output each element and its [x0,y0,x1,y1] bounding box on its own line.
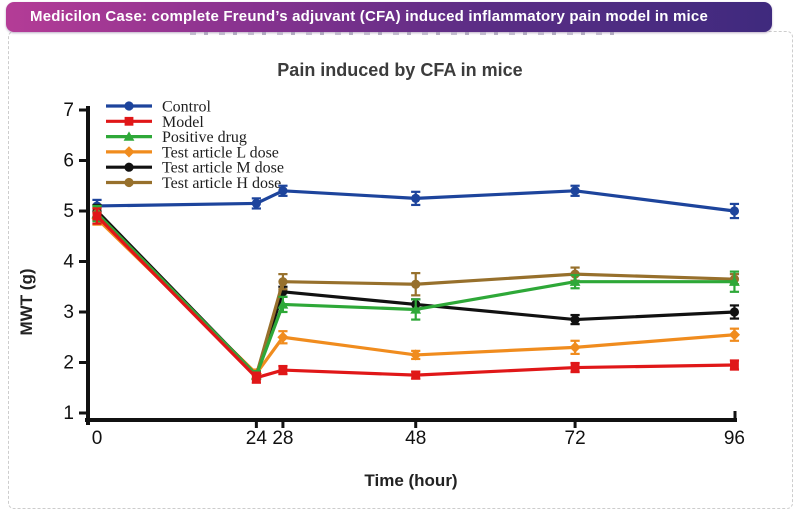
marker-control [729,206,740,216]
x-tick-label: 0 [92,428,103,449]
legend-marker-control [124,101,134,111]
series-line-positive-drug [95,211,737,377]
marker-positive-drug [410,304,422,314]
legend-label-control: Control [162,99,211,116]
marker-test-article-l-dose [569,341,581,353]
series-line-model [95,214,737,380]
x-tick-label: 28 [272,428,293,449]
marker-model [570,363,580,372]
series-line-control [95,189,737,213]
marker-model [92,211,102,221]
marker-model [278,365,288,375]
legend-marker-test-article-h-dose [124,177,134,188]
legend-label-model: Model [162,114,204,131]
marker-test-article-m-dose [729,307,740,317]
marker-positive-drug [569,276,581,286]
y-tick-label: 1 [63,403,74,424]
x-tick-label: 24 [246,428,268,449]
legend-label-test-article-l-dose: Test article L dose [162,144,279,161]
marker-model [730,360,739,370]
marker-control [278,186,288,196]
y-axis-label: MWT (g) [17,268,36,335]
marker-test-article-l-dose [277,331,289,343]
x-tick-label: 48 [405,428,426,449]
legend-marker-positive-drug [123,131,135,141]
marker-test-article-l-dose [410,349,422,361]
case-card [8,31,793,509]
clipped-text-remnant [190,32,622,35]
y-tick-label: 7 [63,100,74,121]
y-tick-label: 5 [63,201,74,222]
marker-test-article-m-dose [570,314,580,325]
marker-positive-drug [729,276,740,286]
marker-test-article-l-dose [728,329,741,341]
legend-label-test-article-m-dose: Test article M dose [162,160,284,177]
marker-control [251,198,261,209]
marker-test-article-h-dose [411,279,421,289]
y-tick-label: 3 [63,302,74,323]
line-chart: Pain induced by CFA in mice 1 2 3 4 5 6 7 0 24 28 4… [17,60,745,490]
legend-label-test-article-h-dose: Test article H dose [162,175,281,192]
marker-control [570,186,580,196]
legend-marker-model [124,116,134,126]
marker-model [251,373,261,383]
marker-positive-drug [277,299,289,309]
y-tick-label: 2 [63,353,74,374]
y-tick-label: 6 [63,151,74,172]
y-tick-label: 4 [63,252,74,273]
legend-marker-test-article-l-dose [123,146,135,158]
x-tick-label: 72 [565,428,586,449]
legend-label-positive-drug: Positive drug [162,129,247,146]
legend-marker-test-article-m-dose [124,162,134,172]
x-tick-label: 96 [724,428,745,449]
marker-test-article-h-dose [278,277,288,287]
banner-title: Medicilon Case: complete Freund’s adjuva… [6,2,772,32]
x-axis-label: Time (hour) [364,471,457,490]
marker-control [411,193,421,203]
chart-title: Pain induced by CFA in mice [277,60,522,80]
marker-model [411,370,421,380]
